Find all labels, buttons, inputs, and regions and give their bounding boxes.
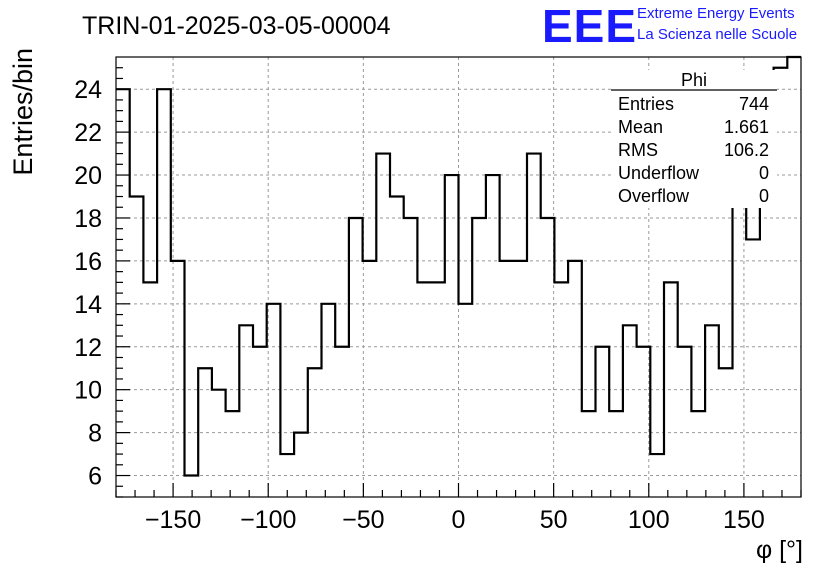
- histogram-bin: [719, 368, 733, 497]
- x-tick-label: 50: [540, 506, 568, 534]
- logo-mark: EEE: [542, 0, 637, 52]
- y-tick-label: 24: [74, 76, 102, 104]
- stats-row-label: Entries: [618, 94, 674, 114]
- histogram-bin: [143, 282, 157, 497]
- histogram-bin: [705, 325, 719, 497]
- histogram-bin: [582, 411, 596, 497]
- histogram-bin: [335, 347, 349, 497]
- histogram-bin: [596, 347, 610, 497]
- histogram-bin: [171, 261, 185, 497]
- histogram-bin: [787, 57, 801, 497]
- stats-row-label: RMS: [618, 140, 658, 160]
- y-tick-label: 20: [74, 162, 102, 190]
- histogram-bin: [459, 304, 473, 497]
- x-tick-label: −150: [145, 506, 201, 534]
- histogram-bin: [404, 218, 418, 497]
- histogram-outline: [116, 55, 801, 477]
- x-axis-label: φ [°]: [756, 536, 803, 564]
- y-tick-label: 12: [74, 334, 102, 362]
- histogram-bin: [746, 239, 760, 497]
- histogram-bin: [212, 390, 226, 497]
- stats-row-value: 1.661: [724, 117, 769, 137]
- histogram-bin: [253, 347, 267, 497]
- histogram-bin: [527, 154, 541, 497]
- histogram-bin: [472, 218, 486, 497]
- histogram-bin: [185, 476, 199, 497]
- histogram-bin: [157, 89, 171, 497]
- y-tick-label: 6: [88, 463, 102, 491]
- stats-row-label: Mean: [618, 117, 663, 137]
- stats-row-value: 106.2: [724, 140, 769, 160]
- chart-title: TRIN-01-2025-03-05-00004: [82, 12, 391, 40]
- stats-box: Phi Entries 744 Mean 1.661 RMS 106.2 Underflow…: [611, 70, 777, 208]
- histogram-bin: [541, 218, 555, 497]
- histogram-bin: [267, 304, 281, 497]
- y-axis-label: Entries/bin: [8, 48, 38, 176]
- x-tick-label: 150: [723, 506, 765, 534]
- x-tick-label: 0: [452, 506, 466, 534]
- logo-line-1: Extreme Energy Events: [637, 5, 795, 22]
- histogram-bin: [390, 197, 404, 497]
- stats-box-title: Phi: [681, 70, 707, 90]
- x-tick-label: 100: [628, 506, 670, 534]
- stats-row-value: 0: [759, 186, 769, 206]
- histogram-bin: [226, 411, 240, 497]
- histogram-bin: [691, 411, 705, 497]
- histogram-bin: [500, 261, 514, 497]
- histogram-bin: [417, 282, 431, 497]
- stats-row-label: Overflow: [618, 186, 690, 206]
- axes: [115, 56, 802, 498]
- stats-box-background: [611, 70, 777, 208]
- histogram-bars: [116, 55, 801, 497]
- histogram-bin: [486, 175, 500, 497]
- histogram-bin: [609, 411, 623, 497]
- x-tick-label: −100: [240, 506, 296, 534]
- histogram-bin: [349, 218, 363, 497]
- histogram-bin: [445, 175, 459, 497]
- histogram-bin: [198, 368, 212, 497]
- stats-row-label: Underflow: [618, 163, 700, 183]
- histogram-bin: [568, 261, 582, 497]
- histogram-bin: [733, 175, 747, 497]
- histogram-bin: [294, 433, 308, 497]
- histogram-bin: [664, 282, 678, 497]
- stats-row-value: 0: [759, 163, 769, 183]
- histogram-bin: [322, 304, 336, 497]
- histogram-bin: [678, 347, 692, 497]
- y-tick-label: 10: [74, 377, 102, 405]
- histogram-bin: [239, 325, 253, 497]
- stats-rows: Entries 744 Mean 1.661 RMS 106.2 Underflow 0 Ove…: [618, 94, 769, 206]
- histogram-bin: [623, 325, 637, 497]
- histogram-bin: [431, 282, 445, 497]
- y-tick-label: 8: [88, 420, 102, 448]
- stats-row-value: 744: [739, 94, 769, 114]
- y-tick-label: 16: [74, 248, 102, 276]
- histogram-bin: [637, 347, 651, 497]
- histogram-bin: [130, 197, 144, 497]
- histogram-bin: [376, 154, 390, 497]
- histogram-bin: [513, 261, 527, 497]
- eee-logo: EEE Extreme Energy Events La Scienza nel…: [542, 0, 797, 52]
- x-tick-label: −50: [342, 506, 384, 534]
- histogram-bin: [554, 282, 568, 497]
- y-tick-label: 18: [74, 205, 102, 233]
- y-tick-label: 22: [74, 119, 102, 147]
- y-tick-label: 14: [74, 291, 102, 319]
- histogram-bin: [363, 261, 377, 497]
- histogram-bin: [308, 368, 322, 497]
- logo-line-2: La Scienza nelle Scuole: [637, 26, 797, 43]
- histogram-bin: [650, 454, 664, 497]
- tick-labels: −150 −100 −50 0 50 100 150 6 8 10 12 14 16 18 20 22 24: [74, 76, 765, 534]
